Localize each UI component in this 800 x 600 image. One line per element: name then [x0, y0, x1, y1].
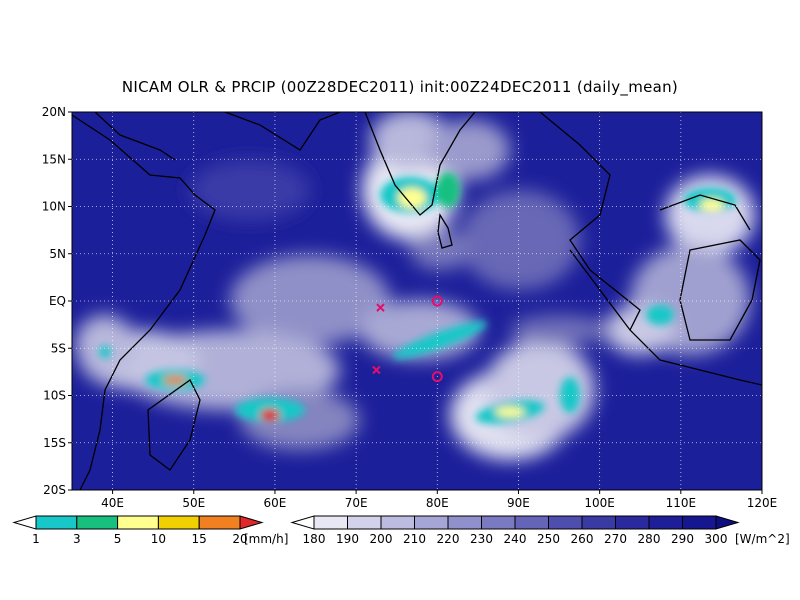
borneo-coast — [679, 239, 761, 341]
colorbar-tick-label: 290 — [671, 532, 694, 546]
map-gridlines — [72, 112, 762, 490]
lon-tick-label: 90E — [507, 496, 530, 510]
india-coast — [364, 112, 476, 216]
madagascar-coast — [147, 379, 201, 471]
lon-tick-label: 120E — [747, 496, 778, 510]
arabia-coast — [224, 112, 341, 151]
colorbar-swatch — [682, 515, 717, 530]
storm-o-marker — [431, 371, 443, 383]
colorbar-swatch — [76, 515, 119, 530]
colorbar-unit: [mm/h] — [244, 532, 288, 546]
colorbar-swatch — [548, 515, 583, 530]
colorbar-tick-label: 5 — [114, 532, 122, 546]
colorbar-tick-label: 1 — [32, 532, 40, 546]
colorbar-end-low — [290, 515, 315, 530]
lon-tick-label: 70E — [345, 496, 368, 510]
colorbar-swatch — [581, 515, 616, 530]
lat-tick-label: 5N — [49, 247, 66, 261]
colorbar-swatch — [347, 515, 382, 530]
colorbar-tick-label: 270 — [604, 532, 627, 546]
colorbar-tick-label: 230 — [470, 532, 493, 546]
storm-x-marker — [376, 303, 385, 312]
map-title: NICAM OLR & PRCIP (00Z28DEC2011) init:00… — [121, 78, 679, 96]
colorbar-unit: [W/m^2] — [735, 532, 790, 546]
lat-tick-label: 10S — [43, 389, 66, 403]
map-plot-area — [72, 112, 762, 490]
latitude-labels: 20N 15N 10N 5N EQ 5S 10S 15S 20S — [42, 105, 72, 497]
storm-markers — [372, 295, 443, 383]
lat-tick-label: 10N — [42, 200, 66, 214]
lon-tick-label: 100E — [584, 496, 615, 510]
colorbar-tick-label: 190 — [336, 532, 359, 546]
colorbar-swatch — [447, 515, 482, 530]
lon-tick-label: 110E — [666, 496, 697, 510]
storm-o-marker — [431, 295, 443, 307]
colorbar-swatch — [157, 515, 200, 530]
colorbar-tick-label: 250 — [537, 532, 560, 546]
colorbar-tick-label: 10 — [151, 532, 166, 546]
olr-legend: 180 190 200 210 220 230 240 250 260 270 280 290 300 [… — [290, 515, 790, 546]
colorbar-tick-label: 300 — [705, 532, 728, 546]
lon-tick-label: 60E — [264, 496, 287, 510]
storm-x-marker — [372, 365, 381, 375]
colorbar-end-high — [239, 515, 264, 530]
africa-coast — [72, 114, 216, 490]
colorbar-swatch — [35, 515, 78, 530]
colorbar-swatch — [414, 515, 449, 530]
colorbar-swatch — [615, 515, 650, 530]
colorbar-tick-label: 210 — [403, 532, 426, 546]
lon-tick-label: 80E — [426, 496, 449, 510]
sri-lanka-coast — [437, 213, 453, 249]
indochina-coast — [539, 112, 641, 331]
colorbar-tick-label: 20 — [232, 532, 247, 546]
lon-tick-label: 50E — [182, 496, 205, 510]
colorbar-swatch — [117, 515, 159, 530]
precip-legend: 1 3 5 10 15 20[mm/h] — [12, 515, 288, 546]
lat-tick-label: 20S — [43, 483, 66, 497]
sumatra-java-coast — [569, 249, 762, 386]
lon-tick-label: 40E — [101, 496, 124, 510]
coastlines — [72, 112, 762, 490]
lat-tick-label: 20N — [42, 105, 66, 119]
lat-tick-label: 15N — [42, 152, 66, 166]
colorbar-tick-label: 180 — [303, 532, 326, 546]
longitude-labels: 40E 50E 60E 70E 80E 90E 100E 110E 120E — [101, 490, 777, 510]
colorbar-swatch — [481, 515, 516, 530]
colorbar-tick-label: 3 — [73, 532, 81, 546]
colorbar-tick-label: 280 — [638, 532, 661, 546]
lat-tick-label: 15S — [43, 436, 66, 450]
colorbar-tick-label: 220 — [437, 532, 460, 546]
red-sea-coast — [94, 112, 176, 161]
precip-field — [99, 172, 736, 424]
colorbar-swatch — [514, 515, 549, 530]
colorbar-swatch — [198, 515, 241, 530]
colorbar-swatch — [380, 515, 415, 530]
colorbar-end-high — [715, 515, 740, 530]
colorbar-end-low — [12, 515, 37, 530]
colorbar-tick-label: 15 — [192, 532, 207, 546]
vietnam-coast — [659, 194, 751, 231]
colorbar-swatch — [313, 515, 348, 530]
lat-tick-label: 5S — [51, 341, 66, 355]
colorbar-tick-label: 260 — [571, 532, 594, 546]
colorbar-swatch — [648, 515, 683, 530]
colorbar-tick-label: 200 — [370, 532, 393, 546]
colorbar-tick-label: 240 — [504, 532, 527, 546]
lat-tick-label: EQ — [49, 294, 66, 308]
